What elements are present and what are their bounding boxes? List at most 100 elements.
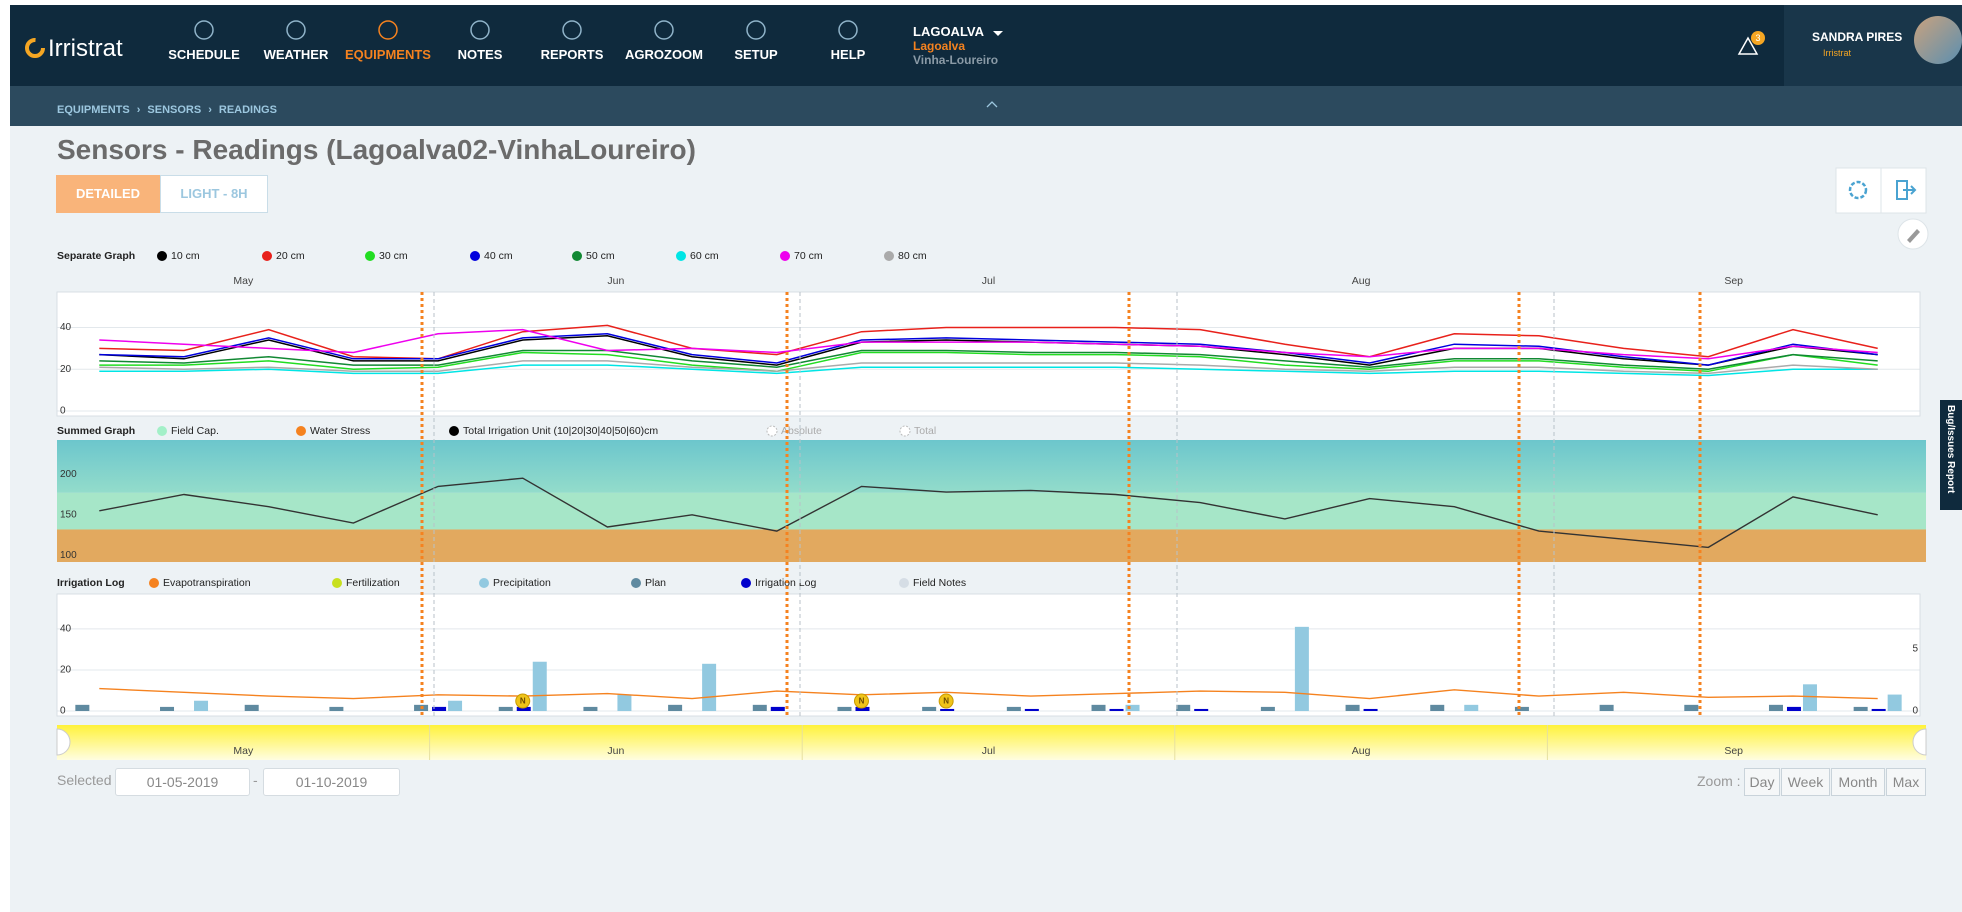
field-capacity-band (57, 493, 1926, 530)
log-bar (329, 707, 343, 711)
legend-dot[interactable] (157, 426, 167, 436)
legend-label[interactable]: Total Irrigation Unit (10|20|30|40|50|60… (463, 425, 658, 437)
log-bar (668, 705, 682, 711)
nav-item[interactable]: AGROZOOM (625, 47, 703, 62)
breadcrumb-item[interactable]: SENSORS (130, 104, 201, 116)
settings-button[interactable] (1836, 168, 1881, 213)
nav-item[interactable]: HELP (831, 47, 866, 62)
legend-dot[interactable] (780, 251, 790, 261)
fertilization-marker-label: N (943, 697, 949, 706)
breadcrumb-item[interactable]: EQUIPMENTS (57, 104, 130, 116)
legend-dot[interactable] (767, 426, 777, 436)
legend-label[interactable]: Field Cap. (171, 425, 219, 437)
log-bar (160, 707, 174, 711)
legend-dot[interactable] (332, 578, 342, 588)
nav-icon[interactable] (747, 21, 765, 39)
nav-icon[interactable] (839, 21, 857, 39)
saturation-band (57, 440, 1926, 493)
zoom-label: Zoom : (1697, 773, 1741, 789)
log-bar (1787, 707, 1801, 711)
legend-label[interactable]: 30 cm (379, 250, 408, 262)
legend-label[interactable]: 20 cm (276, 250, 305, 262)
collapse-caret[interactable] (987, 102, 997, 107)
breadcrumbs: EQUIPMENTSSENSORSREADINGS (57, 0, 277, 18)
legend-label[interactable]: 40 cm (484, 250, 513, 262)
legend-dot[interactable] (741, 578, 751, 588)
selected-label: Selected (57, 772, 111, 788)
nav-icon[interactable] (471, 21, 489, 39)
legend-label[interactable]: 80 cm (898, 250, 927, 262)
side-tab[interactable]: Bug/Issues Report (1940, 400, 1962, 510)
legend-label[interactable]: Plan (645, 577, 666, 589)
legend-label[interactable]: Field Notes (913, 577, 966, 589)
logo[interactable]: Irristrat (48, 35, 123, 63)
log-bar (1110, 709, 1124, 711)
legend-dot[interactable] (676, 251, 686, 261)
legend-label[interactable]: Total (914, 425, 936, 437)
nav-item[interactable]: WEATHER (264, 47, 329, 62)
log-bar (702, 664, 716, 711)
legend-dot[interactable] (449, 426, 459, 436)
avatar[interactable] (1914, 16, 1962, 64)
legend-dot[interactable] (479, 578, 489, 588)
log-bar (499, 707, 513, 711)
legend-dot[interactable] (262, 251, 272, 261)
legend-dot[interactable] (884, 251, 894, 261)
nav-item[interactable]: SETUP (734, 47, 777, 62)
legend-label[interactable]: 70 cm (794, 250, 823, 262)
y-tick-label: 40 (60, 322, 72, 333)
nav-item[interactable]: EQUIPMENTS (345, 47, 431, 62)
log-bar (583, 707, 597, 711)
legend-dot[interactable] (365, 251, 375, 261)
legend-dot[interactable] (899, 578, 909, 588)
legend-label[interactable]: Water Stress (310, 425, 370, 437)
alert-badge[interactable]: 3 (1751, 31, 1765, 45)
user-name[interactable]: SANDRA PIRES (1812, 30, 1902, 44)
log-bar (1600, 705, 1614, 711)
y-tick-label: 0 (60, 706, 66, 717)
legend-dot[interactable] (157, 251, 167, 261)
month-label: Jun (607, 275, 624, 287)
legend-label[interactable]: 60 cm (690, 250, 719, 262)
logo-icon[interactable] (27, 40, 43, 56)
side-tab-label[interactable]: Bug/Issues Report (1945, 405, 1956, 493)
log-bar (1684, 705, 1698, 711)
nav-item[interactable]: SCHEDULE (168, 47, 240, 62)
breadcrumb-item[interactable]: READINGS (201, 104, 277, 116)
farm-field: Vinha-Loureiro (913, 53, 998, 67)
nav-icon[interactable] (195, 21, 213, 39)
y-tick-label: 40 (60, 624, 72, 635)
log-bar (837, 707, 851, 711)
nav-icon[interactable] (563, 21, 581, 39)
legend-label[interactable]: Precipitation (493, 577, 551, 589)
log-bar (1769, 705, 1783, 711)
legend-dot[interactable] (296, 426, 306, 436)
legend-label[interactable]: 10 cm (171, 250, 200, 262)
legend-dot[interactable] (572, 251, 582, 261)
legend-dot[interactable] (470, 251, 480, 261)
farm-dropdown-caret[interactable] (993, 31, 1003, 36)
date-from[interactable]: 01-05-2019 (115, 768, 250, 796)
legend-dot[interactable] (900, 426, 910, 436)
legend-label[interactable]: Fertilization (346, 577, 400, 589)
date-to[interactable]: 01-10-2019 (263, 768, 400, 796)
legend-label[interactable]: 50 cm (586, 250, 615, 262)
log-bar (753, 705, 767, 711)
nav-item[interactable]: NOTES (458, 47, 503, 62)
nav-item[interactable]: REPORTS (541, 47, 604, 62)
legend-label[interactable]: Evapotranspiration (163, 577, 251, 589)
nav-icon[interactable] (379, 21, 397, 39)
log-bar (1515, 707, 1529, 711)
log-bar (1803, 684, 1817, 711)
nav-icon[interactable] (655, 21, 673, 39)
log-bar (940, 709, 954, 711)
legend-dot[interactable] (631, 578, 641, 588)
tab-light[interactable]: LIGHT - 8H (160, 175, 268, 213)
farm-name[interactable]: LAGOALVA (913, 24, 984, 39)
tab-detailed[interactable]: DETAILED (56, 175, 160, 213)
nav-icon[interactable] (287, 21, 305, 39)
legend-dot[interactable] (149, 578, 159, 588)
log-bar (1194, 709, 1208, 711)
month-label: Jul (982, 275, 995, 287)
chart-label: Irrigation Log (57, 577, 125, 589)
